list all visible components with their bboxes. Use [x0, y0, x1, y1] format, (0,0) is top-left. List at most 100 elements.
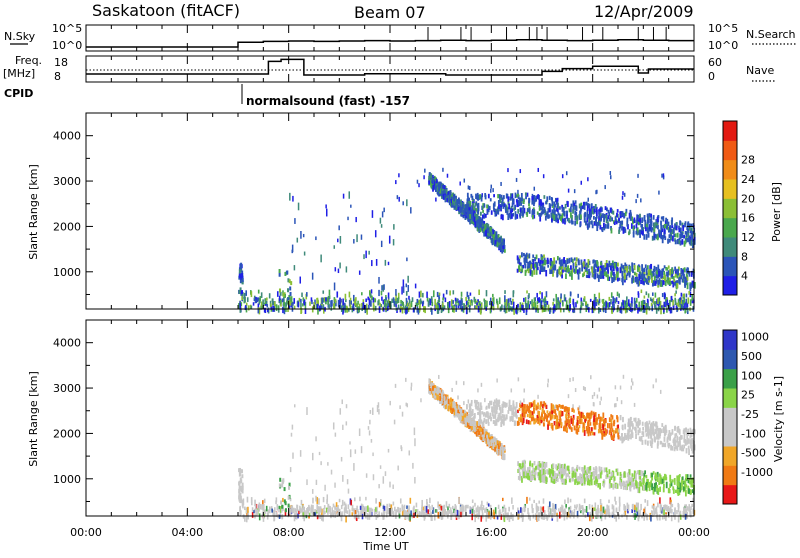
data-cell	[238, 492, 240, 496]
data-cell	[444, 402, 446, 405]
data-cell	[408, 296, 410, 300]
data-cell	[539, 291, 541, 294]
data-cell	[484, 193, 486, 197]
data-cell	[521, 305, 523, 311]
data-cell	[504, 290, 506, 294]
colorbar-swatch	[723, 140, 737, 160]
colorbar-tick-label: 24	[741, 173, 755, 186]
data-cell	[446, 501, 448, 508]
data-cell	[319, 305, 321, 311]
data-cell	[493, 208, 495, 211]
data-cell	[597, 299, 599, 302]
data-cell	[258, 297, 260, 300]
data-cell	[595, 218, 597, 224]
data-cell	[376, 259, 378, 266]
data-cell	[659, 497, 661, 503]
data-cell	[448, 197, 450, 201]
data-cell	[389, 236, 391, 244]
data-cell	[469, 201, 471, 207]
colorbar-swatch	[723, 256, 737, 276]
data-cell	[543, 254, 545, 258]
data-cell	[500, 446, 502, 451]
data-cell	[537, 194, 539, 198]
data-cell	[350, 449, 352, 457]
data-cell	[248, 305, 250, 310]
data-cell	[544, 297, 546, 301]
data-cell	[414, 477, 416, 484]
data-cell	[435, 198, 437, 202]
data-cell	[583, 261, 585, 266]
data-cell	[302, 303, 304, 306]
data-cell	[292, 196, 294, 202]
beam-title: Beam 07	[354, 3, 426, 22]
data-cell	[539, 216, 541, 222]
data-cell	[577, 294, 579, 298]
data-cell	[306, 407, 308, 415]
data-cell	[662, 268, 664, 272]
data-cell	[586, 268, 588, 271]
data-cell	[387, 300, 389, 306]
data-cell	[446, 198, 448, 202]
data-cell	[532, 508, 534, 513]
data-cell	[327, 462, 329, 466]
data-cell	[451, 403, 453, 408]
data-cell	[302, 505, 304, 509]
data-cell	[621, 264, 623, 268]
data-cell	[406, 505, 408, 509]
data-cell	[367, 505, 369, 511]
data-cell	[642, 440, 644, 445]
data-cell	[506, 299, 508, 306]
data-cell	[350, 500, 352, 506]
data-cell	[384, 506, 386, 511]
data-cell	[519, 213, 521, 216]
data-cell	[393, 502, 395, 506]
data-cell	[569, 299, 571, 303]
data-cell	[485, 230, 487, 236]
data-cell	[308, 509, 310, 514]
data-cell	[585, 302, 587, 305]
data-cell	[375, 306, 377, 311]
data-cell	[406, 284, 408, 288]
data-cell	[574, 221, 576, 226]
data-cell	[477, 210, 479, 215]
data-cell	[597, 512, 599, 518]
data-cell	[543, 514, 545, 520]
data-cell	[565, 504, 567, 508]
data-cell	[444, 195, 446, 199]
data-cell	[285, 501, 287, 505]
data-cell	[363, 507, 365, 512]
data-cell	[381, 297, 383, 301]
data-cell	[491, 232, 493, 236]
data-cell	[261, 504, 263, 508]
data-cell	[388, 262, 390, 265]
data-cell	[452, 506, 454, 509]
data-cell	[280, 500, 282, 504]
data-cell	[596, 190, 598, 194]
data-cell	[590, 299, 592, 302]
data-cell	[354, 299, 356, 306]
data-cell	[623, 265, 625, 269]
data-cell	[605, 224, 607, 229]
data-cell	[429, 506, 431, 512]
data-cell	[438, 506, 440, 510]
data-cell	[619, 502, 621, 506]
data-cell	[608, 297, 610, 301]
data-cell	[495, 507, 497, 514]
data-cell	[644, 499, 646, 503]
data-cell	[300, 307, 302, 314]
data-cell	[495, 513, 497, 517]
data-cell	[635, 199, 637, 203]
data-cell	[607, 269, 609, 274]
data-cell	[383, 284, 385, 290]
data-cell	[678, 516, 680, 523]
data-cell	[316, 504, 318, 510]
data-cell	[341, 505, 343, 509]
data-cell	[266, 506, 268, 512]
data-cell	[649, 306, 651, 310]
data-cell	[540, 264, 542, 271]
data-cell	[507, 168, 509, 172]
data-cell	[458, 497, 460, 504]
data-cell	[353, 303, 355, 306]
data-cell	[368, 305, 370, 309]
data-cell	[644, 296, 646, 299]
